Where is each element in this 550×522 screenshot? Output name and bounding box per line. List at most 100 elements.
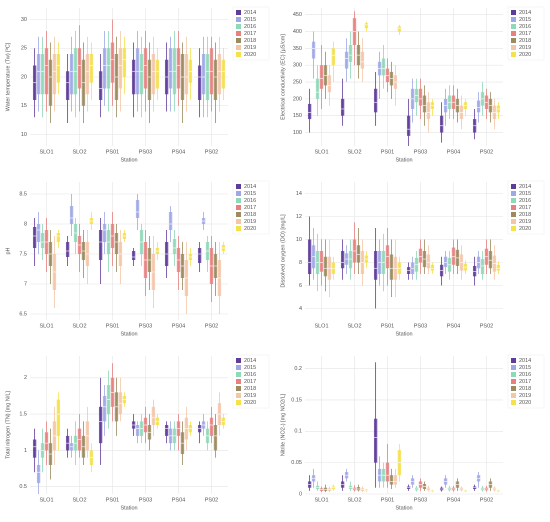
box: [340, 98, 345, 116]
legend-label: 2015: [519, 191, 531, 197]
legend-label: 2015: [519, 365, 531, 371]
legend-swatch: [236, 393, 241, 398]
box: [48, 59, 53, 106]
x-tick-label: SLO1: [314, 149, 328, 155]
y-tick-label: 300: [293, 63, 302, 69]
legend-label: 2017: [244, 31, 256, 37]
legend-label: 2018: [244, 212, 256, 218]
box: [426, 102, 431, 120]
box: [176, 48, 181, 89]
y-tick-label: 14: [296, 191, 302, 197]
box: [102, 224, 107, 242]
y-tick-label: 7.5: [19, 251, 27, 257]
legend-label: 2015: [244, 17, 256, 23]
box: [69, 206, 74, 224]
box: [389, 254, 394, 280]
x-tick-label: PS03: [414, 323, 427, 329]
legend-label: 2018: [244, 38, 256, 44]
box: [418, 248, 423, 263]
legend-label: 2018: [519, 38, 531, 44]
box: [56, 399, 61, 436]
box: [430, 264, 435, 271]
box: [98, 406, 103, 444]
legend-label: 2014: [244, 184, 256, 190]
box: [155, 59, 160, 89]
box: [476, 100, 481, 113]
panel: 0 0.05 0.1 0.15 0.2 SLO1 SLO2 PS01 PS03 PS04 PS02 S…: [280, 354, 545, 511]
box: [135, 425, 140, 436]
box: [184, 54, 189, 95]
legend-label: 2014: [519, 10, 531, 16]
box: [102, 48, 107, 89]
box: [331, 48, 336, 66]
box: [356, 487, 361, 491]
y-tick-label: 30: [21, 17, 27, 23]
legend-swatch: [511, 205, 516, 210]
legend-swatch: [511, 184, 516, 189]
box: [348, 45, 353, 62]
legend-label: 2020: [244, 400, 256, 406]
x-tick-label: PS03: [139, 497, 152, 503]
box: [451, 247, 456, 265]
panel: 6.5 7 7.5 8 8.5 SLO1 SLO2 PS01 PS03 PS04 PS02 Stati…: [5, 180, 270, 337]
box: [131, 59, 136, 95]
legend-swatch: [511, 393, 516, 398]
legend-label: 2020: [244, 226, 256, 232]
legend-swatch: [511, 17, 516, 22]
x-tick-label: PS04: [172, 149, 185, 155]
x-tick-label: SLO2: [347, 497, 361, 503]
box: [40, 54, 45, 95]
x-axis-label: Station: [120, 157, 137, 163]
legend-swatch: [236, 10, 241, 15]
x-tick-label: PS02: [480, 497, 493, 503]
y-axis-label: Total nitrogen (TN) [mg N/L]: [5, 391, 11, 459]
legend-swatch: [511, 38, 516, 43]
x-tick-label: PS03: [414, 497, 427, 503]
box: [139, 54, 144, 95]
x-tick-label: PS01: [381, 497, 394, 503]
x-axis-label: Station: [395, 505, 412, 511]
box: [373, 418, 378, 463]
box: [209, 417, 214, 436]
box: [32, 227, 37, 248]
x-tick-label: PS01: [381, 323, 394, 329]
legend-label: 2019: [244, 393, 256, 399]
box: [356, 245, 361, 263]
x-tick-label: PS04: [172, 323, 185, 329]
legend-swatch: [511, 45, 516, 50]
y-tick-label: 10: [21, 132, 27, 138]
legend-swatch: [236, 379, 241, 384]
legend-label: 2015: [519, 17, 531, 23]
box: [122, 48, 127, 77]
legend-swatch: [236, 205, 241, 210]
y-tick-label: 7: [24, 281, 27, 287]
x-tick-label: PS01: [381, 149, 394, 155]
box: [69, 54, 74, 95]
legend-swatch: [511, 400, 516, 405]
legend-label: 2014: [244, 10, 256, 16]
box: [213, 425, 218, 451]
box: [32, 439, 37, 458]
legend-label: 2014: [519, 358, 531, 364]
box: [77, 48, 82, 89]
x-tick-label: PS04: [447, 323, 460, 329]
x-tick-label: PS02: [480, 149, 493, 155]
x-tick-label: PS03: [139, 149, 152, 155]
legend-swatch: [236, 17, 241, 22]
box: [168, 212, 173, 230]
legend-label: 2014: [519, 184, 531, 190]
legend-label: 2019: [244, 219, 256, 225]
y-tick-label: 20: [21, 74, 27, 80]
legend-label: 2020: [244, 52, 256, 58]
y-tick-label: 1.5: [19, 412, 27, 418]
box: [360, 51, 365, 69]
legend-swatch: [236, 400, 241, 405]
box: [65, 242, 70, 257]
box: [65, 71, 70, 100]
legend-swatch: [511, 358, 516, 363]
panel: 4 6 8 10 12 14 SLO1 SLO2 PS01 PS03 PS04 PS02 Station…: [280, 180, 545, 337]
box: [56, 233, 61, 242]
y-tick-label: 450: [293, 12, 302, 18]
box: [164, 425, 169, 436]
